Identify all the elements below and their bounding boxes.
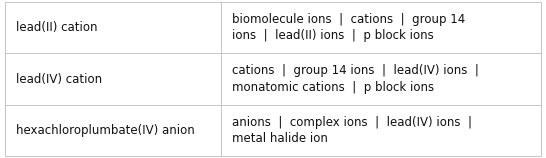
Text: hexachloroplumbate(IV) anion: hexachloroplumbate(IV) anion [16,124,195,137]
Text: biomolecule ions  |  cations  |  group 14
ions  |  lead(II) ions  |  p block ion: biomolecule ions | cations | group 14 io… [232,13,465,42]
Text: lead(II) cation: lead(II) cation [16,21,98,34]
Text: cations  |  group 14 ions  |  lead(IV) ions  |
monatomic cations  |  p block ion: cations | group 14 ions | lead(IV) ions … [232,64,479,94]
Text: anions  |  complex ions  |  lead(IV) ions  |
metal halide ion: anions | complex ions | lead(IV) ions | … [232,116,472,145]
Text: lead(IV) cation: lead(IV) cation [16,73,103,85]
